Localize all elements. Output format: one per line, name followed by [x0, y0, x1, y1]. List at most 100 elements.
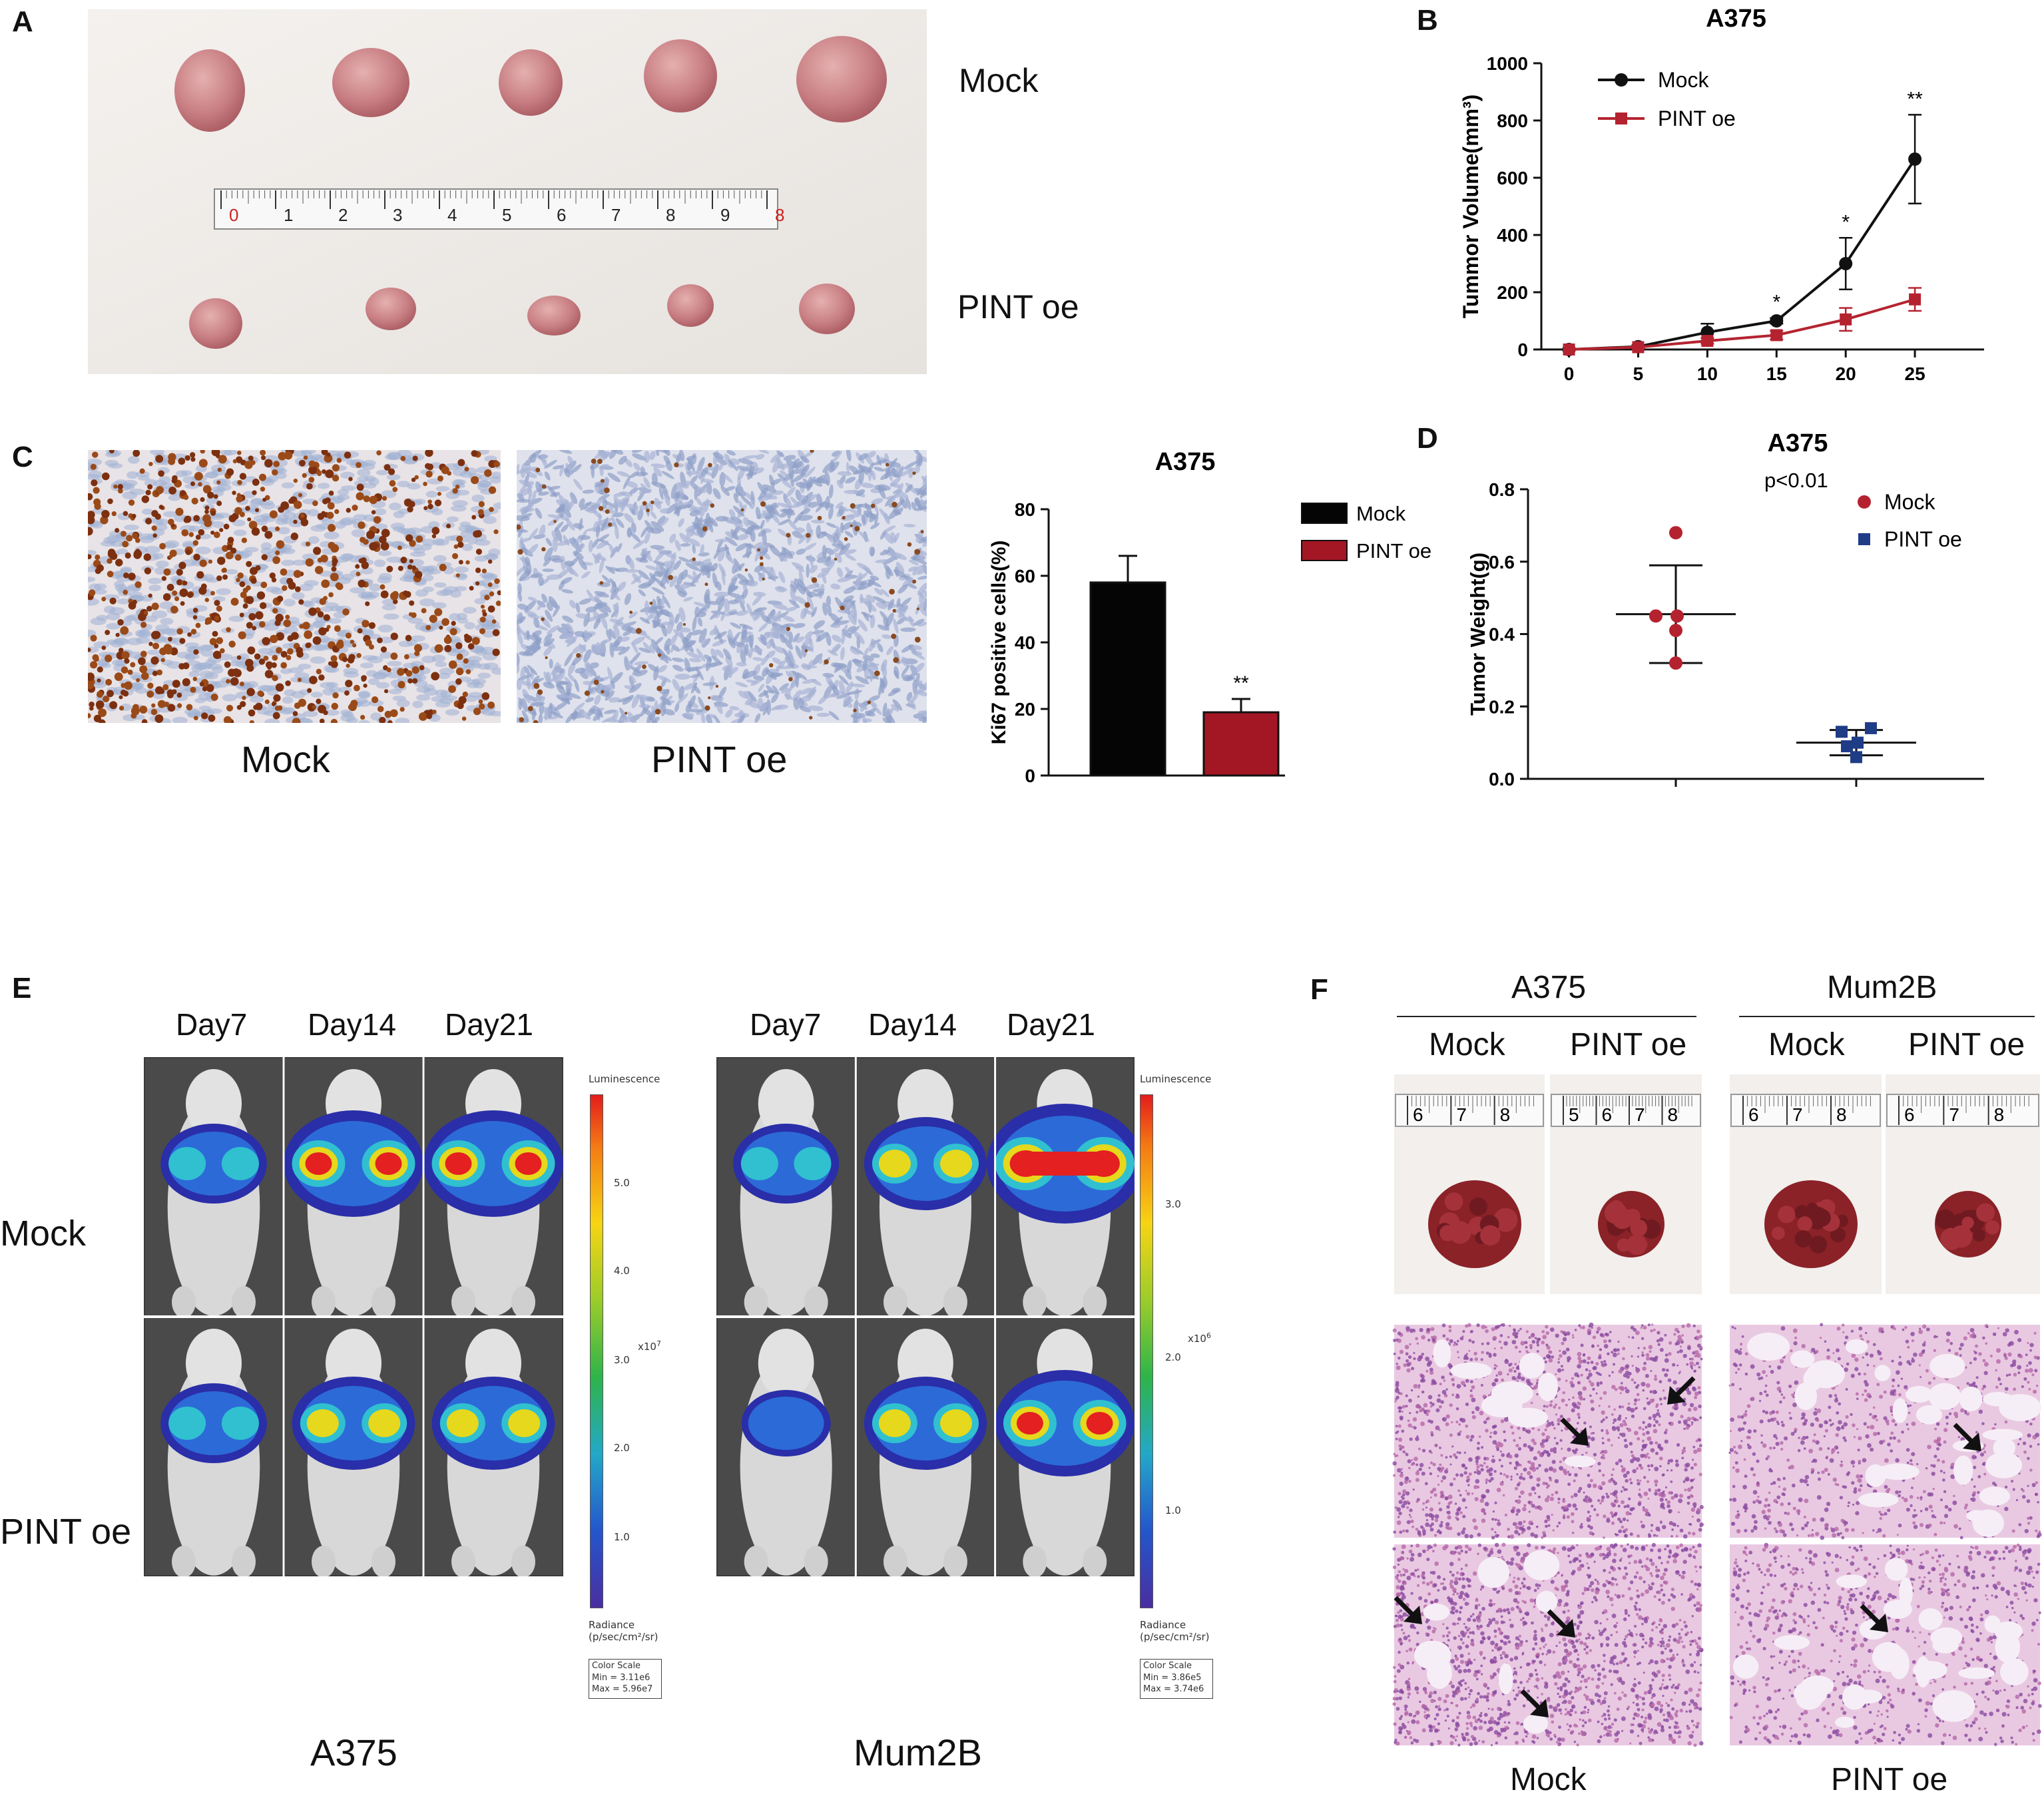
ihc-cell [792, 622, 806, 629]
ihc-positive-nucleus [299, 460, 306, 467]
ihc-positive-nucleus [140, 651, 147, 658]
f-he-nucleus [1529, 1336, 1531, 1339]
ihc-positive-nucleus [284, 451, 293, 460]
ihc-cell [630, 573, 644, 585]
ihc-positive-nucleus [328, 502, 335, 509]
ihc-positive-nucleus [97, 564, 104, 572]
ihc-positive-nucleus [214, 616, 219, 620]
ihc-cell [387, 661, 401, 666]
f-he-nucleus [1577, 1357, 1581, 1361]
ihc-cell [828, 484, 834, 499]
f-he-nucleus [1597, 1345, 1599, 1347]
f-lung-nodule [1469, 1198, 1487, 1216]
ihc-positive-nucleus [272, 608, 278, 614]
ihc-positive-nucleus [361, 677, 366, 682]
ihc-positive-nucleus [144, 567, 151, 574]
ihc-positive-nucleus [194, 472, 203, 481]
ihc-cell [845, 450, 852, 462]
f-he-nucleus [1493, 1431, 1497, 1435]
ihc-positive-nucleus [224, 716, 232, 723]
ihc-positive-nucleus [542, 485, 547, 489]
ihc-positive-nucleus [196, 571, 204, 578]
panel-label-e: E [12, 972, 31, 1005]
ihc-positive-nucleus [760, 557, 763, 560]
ihc-cell [310, 656, 326, 664]
ihc-cell [441, 589, 453, 596]
ihc-positive-nucleus [177, 692, 182, 698]
f-he-nucleus [1613, 1363, 1615, 1365]
chart-b-point-mock [1839, 257, 1852, 270]
ihc-positive-nucleus [240, 473, 246, 479]
f-he-nucleus [1396, 1396, 1399, 1399]
ihc-positive-nucleus [262, 498, 266, 502]
ihc-positive-nucleus [205, 617, 212, 624]
chart-b-y-tick-label: 200 [1497, 282, 1528, 303]
ihc-positive-nucleus [198, 482, 202, 486]
ihc-positive-nucleus [397, 545, 402, 550]
ihc-positive-nucleus [471, 515, 476, 520]
ihc-positive-nucleus [252, 479, 260, 486]
ihc-positive-nucleus [392, 487, 397, 492]
ihc-positive-nucleus [692, 557, 696, 561]
ihc-positive-nucleus [119, 648, 124, 653]
ihc-positive-nucleus [136, 549, 140, 553]
f-he-nucleus [1561, 1342, 1564, 1345]
tumor-mock-3 [499, 49, 563, 116]
ihc-positive-nucleus [101, 596, 106, 601]
bli-mouse-foot [451, 1286, 475, 1318]
ihc-positive-nucleus [352, 643, 356, 647]
f-he-nucleus [1575, 1449, 1578, 1452]
chart-b-x-tick-label: 0 [1564, 363, 1575, 384]
f-he-nucleus [1646, 1397, 1648, 1399]
f-he-nucleus [1499, 1459, 1501, 1461]
ihc-positive-nucleus [246, 585, 251, 590]
f-he-nucleus [1538, 1464, 1541, 1467]
ihc-positive-nucleus [427, 504, 433, 509]
ihc-cell [383, 614, 399, 620]
ihc-positive-nucleus [158, 470, 164, 477]
f-he-nucleus [1583, 1387, 1587, 1391]
f-he-nucleus [1643, 1508, 1646, 1512]
ihc-cell [860, 594, 864, 604]
ihc-positive-nucleus [332, 558, 338, 564]
f-he-nucleus [1517, 1375, 1521, 1380]
f-he-nucleus [1544, 1429, 1547, 1431]
ihc-positive-nucleus [599, 506, 604, 511]
f-ruler-label: 7 [1949, 1104, 1959, 1125]
ihc-positive-nucleus [533, 683, 539, 689]
f-he-nucleus [1651, 1323, 1653, 1325]
f-he-nucleus [1422, 1449, 1425, 1452]
ihc-cell [694, 496, 704, 507]
ihc-positive-nucleus [441, 618, 449, 626]
ihc-cell [416, 686, 430, 693]
ihc-positive-nucleus [123, 511, 128, 516]
f-ruler-label: 6 [1748, 1104, 1759, 1125]
ihc-positive-nucleus [409, 612, 413, 616]
f-lung-nodule [1445, 1192, 1463, 1211]
f-he-nucleus [1536, 1393, 1538, 1395]
ihc-positive-nucleus [760, 501, 766, 507]
f-he-nucleus [1641, 1449, 1644, 1451]
ihc-positive-nucleus [553, 520, 556, 523]
f-he-nucleus [1592, 1388, 1595, 1391]
ihc-positive-nucleus [200, 497, 204, 502]
ihc-cell [124, 525, 139, 530]
ihc-positive-nucleus [151, 709, 157, 715]
f-he-nucleus [1668, 1459, 1670, 1462]
ihc-positive-nucleus [356, 462, 362, 468]
ihc-positive-nucleus [812, 577, 817, 582]
f-he-nucleus [1591, 1437, 1595, 1441]
ihc-positive-nucleus [295, 586, 301, 592]
ihc-positive-nucleus [389, 480, 396, 487]
bli-signal-hot [940, 1150, 972, 1178]
ihc-positive-nucleus [146, 690, 154, 698]
ihc-positive-nucleus [786, 533, 790, 537]
f-he-nucleus [1566, 1347, 1570, 1351]
f-he-nucleus [1551, 1493, 1554, 1496]
a375-color-scale-title: Color Scale [592, 1661, 640, 1671]
ihc-positive-nucleus [313, 636, 322, 645]
ihc-cell [876, 642, 884, 654]
ihc-positive-nucleus [364, 495, 370, 502]
f-he-nucleus [1491, 1518, 1494, 1520]
